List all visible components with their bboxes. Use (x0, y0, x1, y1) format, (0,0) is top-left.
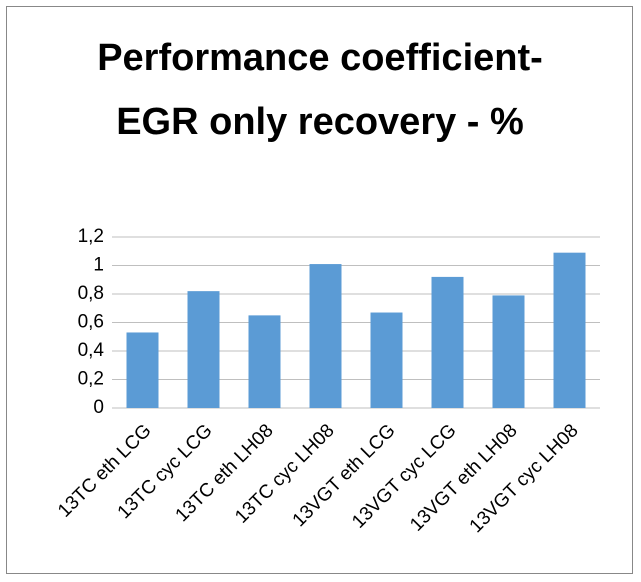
bar (370, 312, 403, 408)
y-tick-label: 1,2 (78, 226, 104, 247)
x-tick-label: 13VGT cyc LCG (348, 420, 460, 532)
chart-title: Performance coefficient- EGR only recove… (97, 37, 543, 143)
y-tick-label: 0,8 (78, 283, 104, 304)
bar (248, 315, 281, 408)
bar (553, 252, 586, 408)
y-tick-label: 0,4 (78, 340, 105, 361)
chart-frame (6, 6, 633, 574)
x-tick-label: 13VGT eth LH08 (406, 420, 521, 535)
y-tick-label: 1 (93, 255, 104, 276)
y-tick-label: 0,2 (78, 369, 104, 390)
x-tick-label: 13VGT cyc LH08 (466, 420, 583, 537)
bar (309, 264, 342, 408)
y-tick-label: 0 (93, 397, 104, 418)
bar (187, 291, 220, 408)
y-tick-label: 0,6 (78, 312, 104, 333)
x-tick-label: 13VGT eth LCG (289, 420, 400, 531)
bar (492, 295, 525, 408)
bar (431, 276, 464, 408)
bar (126, 332, 159, 408)
